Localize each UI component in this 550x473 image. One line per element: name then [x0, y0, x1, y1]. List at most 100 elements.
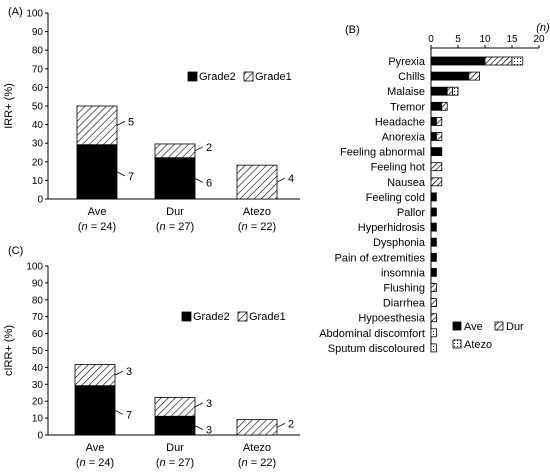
- b-x-tick-label: 15: [506, 34, 518, 45]
- b-x-tick-label: 20: [533, 34, 545, 45]
- b-bar-atezo: [511, 56, 524, 66]
- a-count-leader: [116, 171, 126, 177]
- b-category-label: Dysphonia: [373, 237, 426, 249]
- b-category-label: Malaise: [387, 86, 425, 98]
- c-legend-label-grade2: Grade2: [193, 311, 230, 323]
- b-bar-dur: [430, 313, 437, 323]
- a-bar-grade1-ave: [76, 105, 118, 146]
- a-y-tick-label: 40: [32, 120, 44, 131]
- a-y-tick-label: 20: [32, 157, 44, 168]
- a-y-tick-label: 80: [32, 46, 44, 57]
- b-bar-atezo: [430, 343, 437, 353]
- a-panel-label: (A): [8, 6, 23, 18]
- b-category-label: Tremor: [390, 101, 425, 113]
- c-y-tick-label: 0: [37, 431, 43, 442]
- b-bar-ave: [430, 147, 443, 157]
- b-bar-ave: [430, 222, 437, 232]
- b-category-label: Pallor: [397, 207, 425, 219]
- c-y-tick-label: 40: [32, 363, 44, 374]
- b-bar-atezo: [430, 328, 437, 338]
- b-bar-dur: [435, 117, 443, 126]
- a-n-label: (n = 22): [238, 221, 276, 233]
- b-bar-ave: [430, 56, 486, 66]
- b-bar-dur: [468, 71, 480, 81]
- a-legend-swatch-grade2: [187, 71, 198, 82]
- b-category-label: Headache: [375, 116, 425, 128]
- a-bar-grade2-dur: [154, 157, 196, 200]
- c-count-leader: [276, 422, 286, 428]
- panel-a-chart: (A) 0 10 20 30 40 50 60 70 80 90 100 IRR+ (%) 7 5 Ave (n…: [3, 6, 300, 233]
- c-y-tick-label: 20: [32, 397, 44, 408]
- b-bar-atezo: [452, 86, 459, 96]
- c-x-tick-label: Atezo: [243, 442, 271, 454]
- c-x-tick-label: Dur: [166, 442, 184, 454]
- b-legend-swatch-dur: [494, 321, 504, 331]
- c-bar-grade1-atezo: [236, 419, 278, 436]
- b-legend-label-ave: Ave: [464, 321, 483, 333]
- a-x-tick-label: Atezo: [243, 206, 271, 218]
- c-count-leader: [114, 370, 124, 376]
- a-y-tick-label: 10: [32, 176, 44, 187]
- c-panel-label: (C): [8, 245, 23, 257]
- c-legend-swatch-grade1: [237, 311, 248, 322]
- b-bar-ave: [430, 267, 437, 277]
- b-bar-dur: [430, 298, 437, 308]
- a-count-leader: [116, 120, 126, 126]
- a-y-tick-label: 0: [37, 195, 43, 206]
- b-bar-dur: [430, 162, 443, 172]
- a-y-tick-label: 50: [32, 102, 44, 113]
- b-bar-dur: [430, 177, 443, 187]
- b-category-label: Feeling cold: [366, 192, 425, 204]
- c-count-label: 3: [206, 398, 212, 410]
- a-legend-label-grade2: Grade2: [199, 71, 236, 83]
- b-panel-label: (B): [345, 24, 360, 36]
- b-category-label: Chills: [398, 71, 425, 83]
- c-legend-label-grade1: Grade1: [249, 311, 286, 323]
- b-bar-ave: [430, 207, 437, 217]
- c-n-label: (n = 24): [76, 457, 114, 469]
- b-category-label: Pain of extremities: [335, 252, 426, 264]
- b-x-tick-label: 0: [428, 34, 434, 45]
- b-category-label: Flushing: [383, 283, 425, 295]
- b-bar-ave: [430, 132, 437, 141]
- b-category-label: Anorexia: [382, 132, 426, 144]
- a-y-tick-label: 100: [26, 9, 43, 20]
- c-n-label: (n = 27): [156, 457, 194, 469]
- a-bar-grade2-ave: [76, 144, 118, 200]
- a-count-label: 7: [128, 171, 134, 183]
- a-bar-grade1-dur: [154, 143, 196, 159]
- b-bar-ave: [430, 71, 470, 81]
- b-bar-dur: [484, 56, 513, 66]
- b-legend-label-dur: Dur: [506, 321, 524, 333]
- b-category-label: Diarrhea: [383, 298, 426, 310]
- b-bar-ave: [430, 237, 437, 247]
- c-y-tick-label: 60: [32, 329, 44, 340]
- a-x-tick-label: Dur: [166, 206, 184, 218]
- b-category-label: Feeling hot: [371, 162, 425, 174]
- b-category-label: Nausea: [387, 177, 426, 189]
- c-count-leader: [194, 402, 204, 408]
- b-x-tick-label: 5: [455, 34, 461, 45]
- c-count-leader: [114, 409, 124, 415]
- c-y-tick-label: 70: [32, 312, 44, 323]
- c-y-tick-label: 100: [26, 262, 43, 273]
- a-y-tick-label: 70: [32, 64, 44, 75]
- c-count-label: 7: [126, 409, 132, 421]
- b-category-label: insomnia: [381, 267, 426, 279]
- panel-c-chart: (C) 0 10 20 30 40 50 60 70 80 90 100 cIRR+ (%) 7 3 Ave (…: [3, 245, 300, 469]
- c-bar-grade2-ave: [74, 385, 116, 436]
- c-y-tick-label: 30: [32, 380, 44, 391]
- b-bar-dur: [430, 283, 437, 292]
- c-count-label: 2: [288, 418, 294, 430]
- a-count-label: 5: [128, 116, 134, 128]
- a-y-tick-label: 60: [32, 83, 44, 94]
- c-y-tick-label: 80: [32, 295, 44, 306]
- a-bar-grade1-atezo: [236, 164, 278, 200]
- a-count-leader: [194, 177, 204, 183]
- c-bar-grade2-dur: [154, 415, 196, 436]
- a-count-label: 2: [206, 142, 212, 154]
- b-legend-swatch-ave: [452, 321, 462, 331]
- b-category-label: Pyrexia: [388, 56, 426, 68]
- c-y-axis-label: cIRR+ (%): [3, 325, 15, 376]
- a-count-leader: [194, 146, 204, 152]
